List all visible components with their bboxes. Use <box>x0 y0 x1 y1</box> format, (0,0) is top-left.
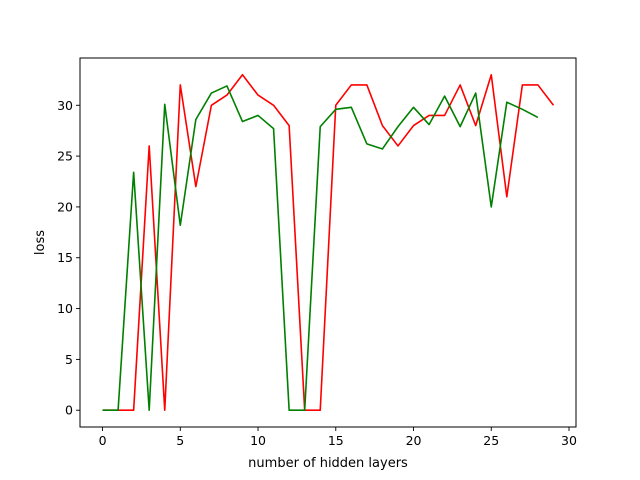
x-tick-label: 10 <box>250 433 266 448</box>
axes-frame <box>79 57 577 428</box>
y-axis-label: loss <box>33 230 48 255</box>
x-axis-ticks: 0 5 10 15 20 25 30 <box>99 427 577 448</box>
series-2-line <box>102 85 539 412</box>
x-tick-label: 20 <box>406 433 422 448</box>
y-tick-label: 20 <box>57 199 73 214</box>
x-axis-label: number of hidden layers <box>248 456 408 471</box>
series-layer <box>102 73 555 412</box>
y-tick-label: 30 <box>57 98 73 113</box>
y-tick-label: 15 <box>57 250 73 265</box>
x-tick-label: 15 <box>328 433 344 448</box>
x-tick-label: 5 <box>176 433 184 448</box>
y-tick-label: 10 <box>57 301 73 316</box>
y-tick-label: 25 <box>57 149 73 164</box>
y-tick-label: 5 <box>65 352 73 367</box>
x-tick-label: 25 <box>483 433 499 448</box>
x-tick-label: 30 <box>561 433 577 448</box>
x-tick-label: 0 <box>99 433 107 448</box>
y-axis-ticks: 0 5 10 15 20 25 30 <box>57 98 80 418</box>
y-tick-label: 0 <box>65 403 73 418</box>
